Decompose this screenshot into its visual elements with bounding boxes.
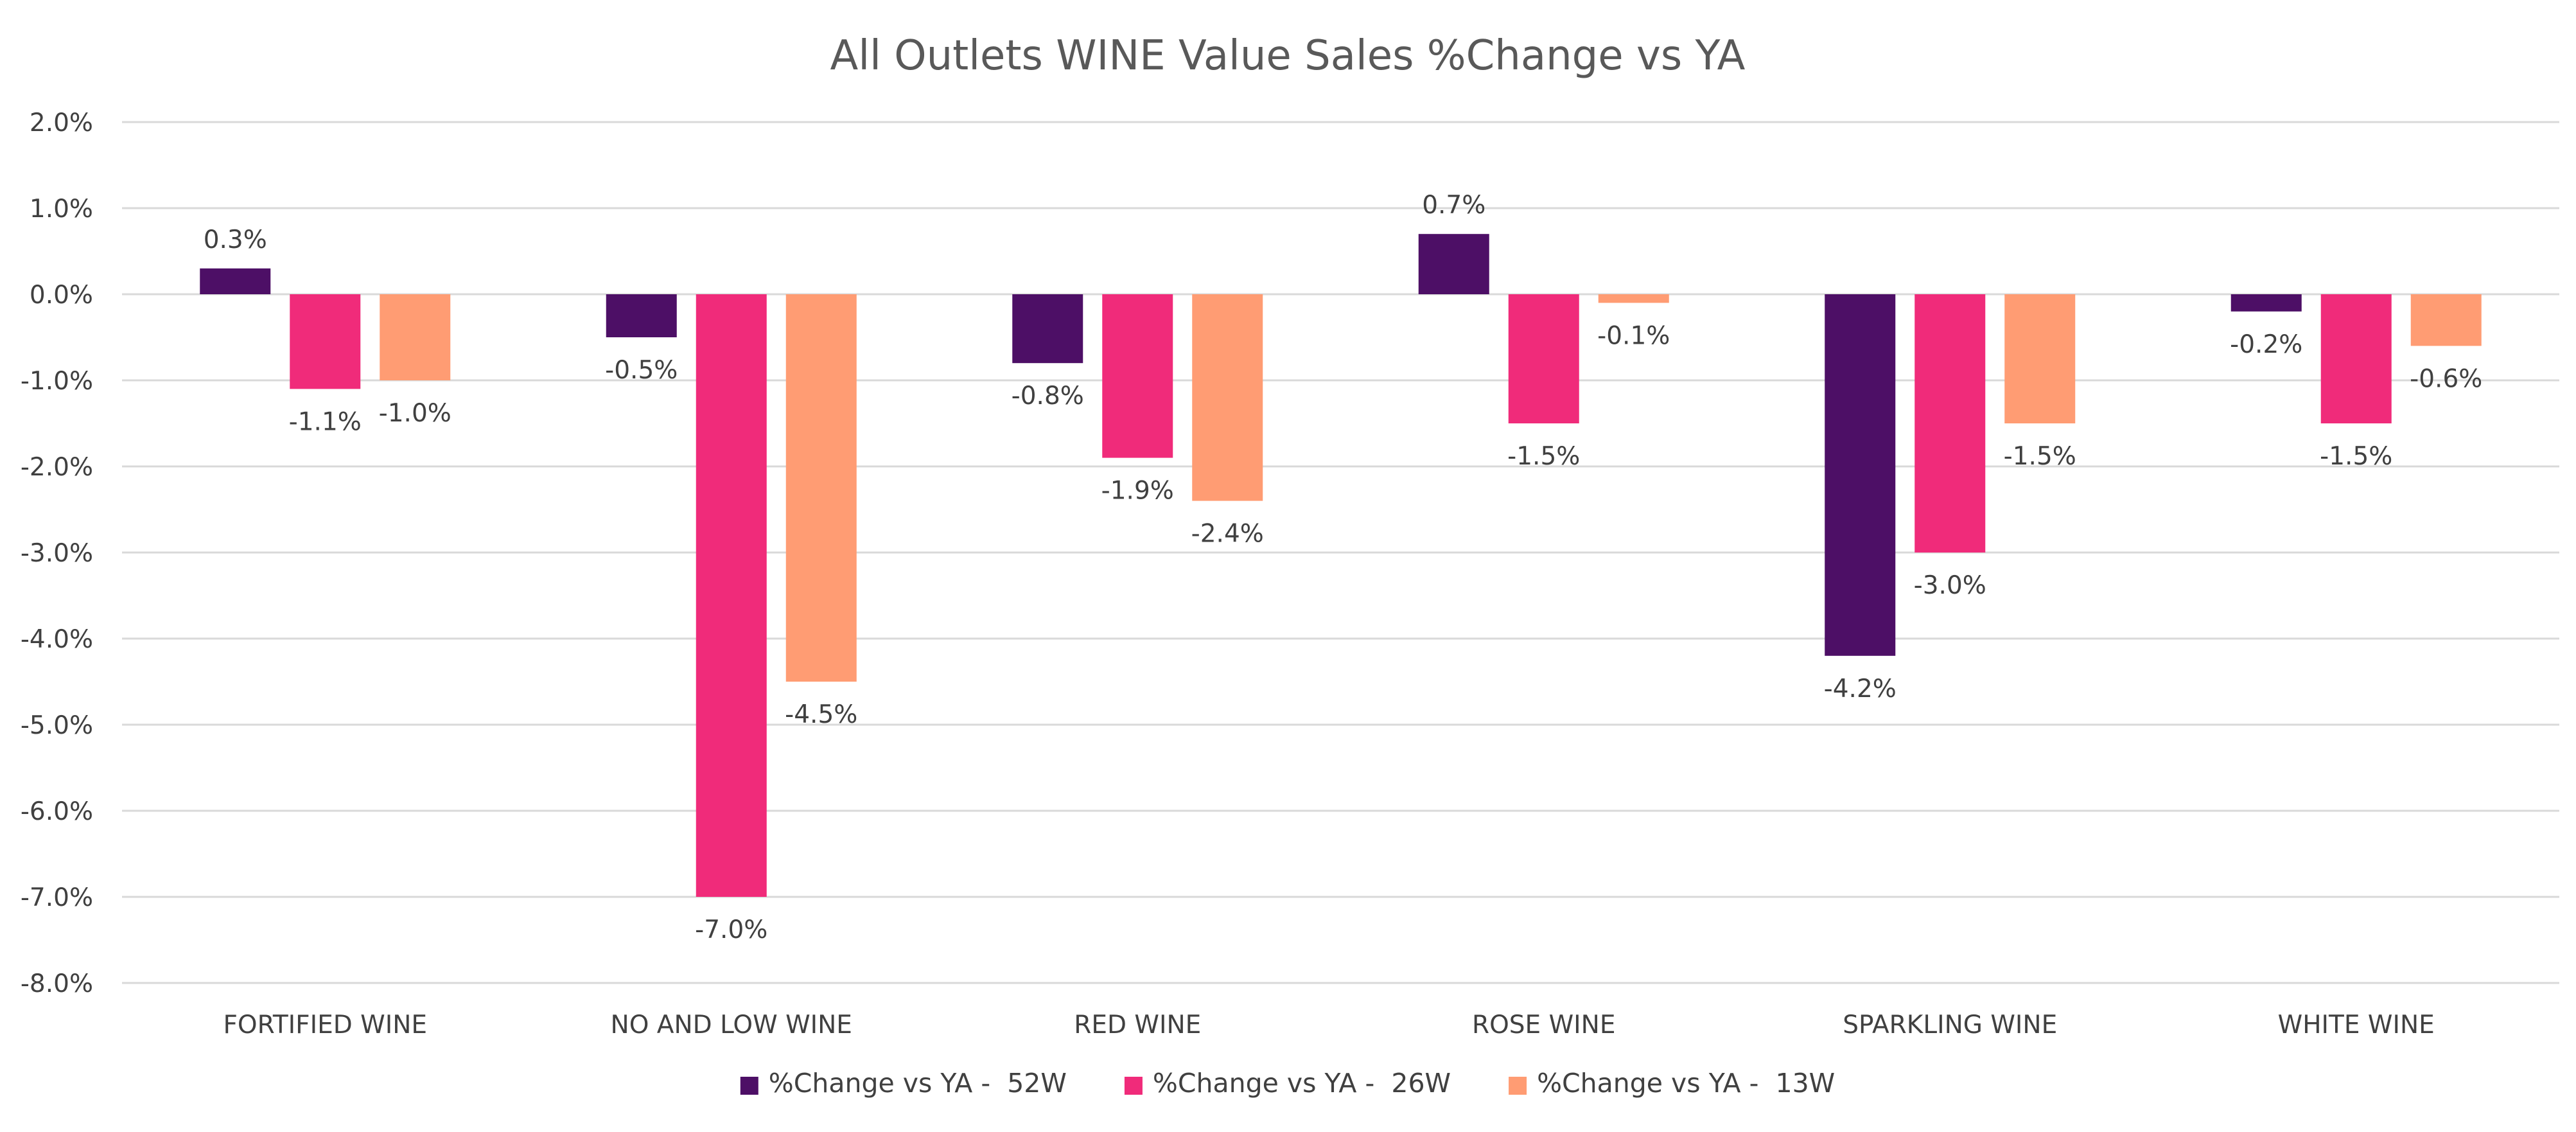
legend-label: %Change vs YA - 26W bbox=[1153, 1068, 1451, 1099]
y-tick-label: 1.0% bbox=[30, 195, 93, 224]
x-category-label: FORTIFIED WINE bbox=[223, 1011, 427, 1039]
bar bbox=[2410, 294, 2482, 346]
bar bbox=[785, 294, 857, 682]
bar bbox=[2004, 294, 2076, 423]
x-axis-categories: FORTIFIED WINE NO AND LOW WINE RED WINE ROS… bbox=[223, 1011, 2434, 1039]
y-tick-label: -3.0% bbox=[21, 539, 93, 568]
x-category-label: RED WINE bbox=[1074, 1011, 1201, 1039]
bars bbox=[200, 234, 2482, 897]
data-labels: 0.3%-1.1% -1.0%-0.5%-7.0%-4.5%-0.8%-1.9%-… bbox=[204, 191, 2483, 944]
bar bbox=[1192, 294, 1263, 501]
data-label: -0.8% bbox=[1012, 382, 1084, 411]
y-tick-label: -6.0% bbox=[21, 797, 93, 826]
y-tick-label: -8.0% bbox=[21, 969, 93, 998]
data-label: -1.5% bbox=[1507, 442, 1580, 471]
bar bbox=[200, 268, 271, 294]
data-label: -0.6% bbox=[2410, 364, 2482, 393]
legend-item: %Change vs YA - 26W bbox=[1124, 1068, 1451, 1099]
data-label: -3.0% bbox=[1914, 571, 1986, 600]
bar bbox=[1012, 294, 1083, 364]
bar bbox=[1508, 294, 1579, 423]
y-tick-label: -1.0% bbox=[21, 367, 93, 396]
data-label: -7.0% bbox=[695, 915, 767, 944]
bar bbox=[1825, 294, 1896, 656]
y-tick-label: -5.0% bbox=[21, 711, 93, 740]
data-label: -4.5% bbox=[785, 700, 857, 729]
data-label: -1.9% bbox=[1101, 477, 1174, 506]
gridlines bbox=[122, 121, 2559, 984]
x-category-label: SPARKLING WINE bbox=[1843, 1011, 2057, 1039]
bar bbox=[2230, 294, 2302, 312]
data-label: -1.5% bbox=[2320, 442, 2392, 471]
legend-swatch bbox=[740, 1077, 758, 1095]
legend-item: %Change vs YA - 52W bbox=[740, 1068, 1067, 1099]
legend-swatch bbox=[1124, 1077, 1143, 1095]
y-tick-label: -7.0% bbox=[21, 883, 93, 912]
legend-item: %Change vs YA - 13W bbox=[1509, 1068, 1835, 1099]
data-label: -2.4% bbox=[1191, 520, 1264, 549]
bar bbox=[606, 294, 677, 337]
bar bbox=[380, 294, 451, 380]
data-label: -1.1% bbox=[289, 407, 362, 436]
bar bbox=[1598, 294, 1669, 303]
data-label: -1.0% bbox=[379, 399, 451, 428]
bar bbox=[1914, 294, 1986, 553]
data-label: -0.5% bbox=[605, 356, 678, 385]
bar bbox=[2320, 294, 2392, 423]
data-label: -0.1% bbox=[1597, 321, 1670, 350]
chart-title: All Outlets WINE Value Sales %Change vs … bbox=[830, 32, 1746, 80]
data-label: 0.7% bbox=[1422, 191, 1485, 220]
bar bbox=[696, 294, 767, 897]
y-tick-label: 0.0% bbox=[30, 281, 93, 310]
legend: %Change vs YA - 52W %Change vs YA - 26W %C… bbox=[740, 1068, 1835, 1099]
bar bbox=[1418, 234, 1489, 294]
data-label: 0.3% bbox=[204, 226, 267, 254]
bar bbox=[1102, 294, 1173, 458]
legend-label: %Change vs YA - 13W bbox=[1537, 1068, 1835, 1099]
data-label: -4.2% bbox=[1824, 675, 1897, 703]
x-category-label: ROSE WINE bbox=[1472, 1011, 1615, 1039]
y-tick-label: 2.0% bbox=[30, 109, 93, 137]
legend-swatch bbox=[1509, 1077, 1527, 1095]
legend-label: %Change vs YA - 52W bbox=[769, 1068, 1067, 1099]
y-tick-label: -4.0% bbox=[21, 625, 93, 654]
bar bbox=[290, 294, 361, 389]
data-label: -1.5% bbox=[2004, 442, 2076, 471]
x-category-label: WHITE WINE bbox=[2278, 1011, 2435, 1039]
y-axis-ticks: 2.0% 1.0% 0.0% -1.0% -2.0% -3.0% -4.0% -5.0% -6.… bbox=[21, 109, 93, 998]
data-label: -0.2% bbox=[2230, 330, 2302, 359]
y-tick-label: -2.0% bbox=[21, 453, 93, 482]
x-category-label: NO AND LOW WINE bbox=[611, 1011, 852, 1039]
